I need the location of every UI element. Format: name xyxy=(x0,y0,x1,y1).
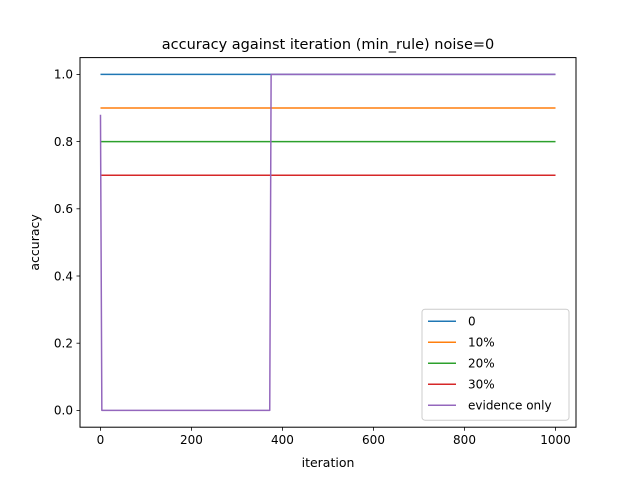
y-tick-label: 0.0 xyxy=(54,404,73,418)
legend: 0 10% 20% 30% evidence only xyxy=(421,308,570,421)
legend-label-1: 10% xyxy=(468,336,495,350)
y-axis-label: accuracy xyxy=(27,214,42,271)
y-tick-label: 1.0 xyxy=(54,68,73,82)
x-tick-label: 0 xyxy=(97,433,105,447)
axes-frame xyxy=(79,57,577,428)
legend-label-3: 30% xyxy=(468,378,495,392)
x-axis: 0 200 400 600 800 1000 xyxy=(97,427,571,447)
legend-label-0: 0 xyxy=(468,315,476,329)
x-axis-label: iteration xyxy=(302,455,355,470)
x-tick-label: 800 xyxy=(453,433,476,447)
legend-label-2: 20% xyxy=(468,357,495,371)
y-tick-label: 0.6 xyxy=(54,202,73,216)
series-line-4 xyxy=(99,73,556,412)
x-tick-label: 600 xyxy=(362,433,385,447)
x-tick-label: 200 xyxy=(180,433,203,447)
y-tick-label: 0.4 xyxy=(54,269,73,283)
chart-title: accuracy against iteration (min_rule) no… xyxy=(162,37,495,53)
y-tick-label: 0.2 xyxy=(54,337,73,351)
x-tick-label: 400 xyxy=(271,433,294,447)
y-axis: 0.0 0.2 0.4 0.6 0.8 1.0 xyxy=(54,68,80,418)
x-tick-label: 1000 xyxy=(540,433,571,447)
y-tick-label: 0.8 xyxy=(54,135,73,149)
plot-area xyxy=(99,73,556,412)
legend-label-4: evidence only xyxy=(468,399,552,413)
legend-box xyxy=(421,308,570,421)
